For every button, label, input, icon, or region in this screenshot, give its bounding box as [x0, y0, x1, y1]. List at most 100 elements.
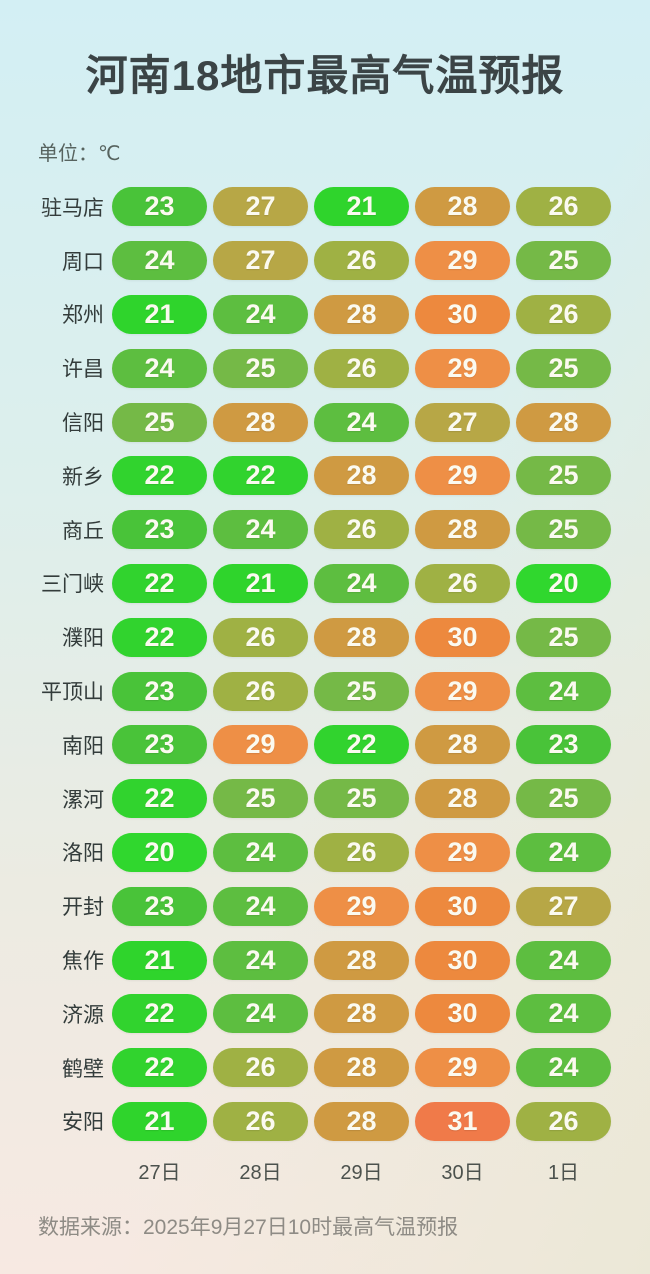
temp-pill: 23 [112, 725, 207, 765]
temp-pill: 29 [415, 671, 510, 711]
temp-pill: 26 [314, 241, 409, 281]
pill-group: 22 24 28 30 24 [112, 994, 617, 1034]
temp-pill: 28 [314, 456, 409, 496]
temp-pill: 25 [516, 779, 611, 819]
table-row: 洛阳 20 24 26 29 24 [0, 826, 650, 880]
date-label: 28日 [239, 1162, 282, 1185]
temp-pill: 25 [516, 241, 611, 281]
date-label: 29日 [340, 1162, 383, 1185]
table-row: 济源 22 24 28 30 24 [0, 987, 650, 1041]
date-axis: 27日 28日 29日 30日 1日 [112, 1156, 650, 1185]
temp-pill: 24 [314, 402, 409, 442]
temp-pill: 21 [112, 1101, 207, 1141]
city-label: 鹤壁 [62, 1057, 104, 1081]
temp-pill: 30 [415, 617, 510, 657]
temp-pill: 24 [516, 832, 611, 872]
temp-pill: 23 [112, 187, 207, 227]
temp-pill: 27 [415, 402, 510, 442]
temp-pill: 24 [213, 832, 308, 872]
temp-pill: 29 [314, 886, 409, 926]
pill-group: 21 24 28 30 24 [112, 940, 617, 980]
pill-group: 24 25 26 29 25 [112, 348, 617, 388]
temp-pill: 28 [516, 402, 611, 442]
table-row: 南阳 23 29 22 28 23 [0, 718, 650, 772]
pill-group: 22 22 28 29 25 [112, 456, 617, 496]
pill-group: 25 28 24 27 28 [112, 402, 617, 442]
table-row: 三门峡 22 21 24 26 20 [0, 557, 650, 611]
temp-pill: 25 [516, 510, 611, 550]
temp-pill: 21 [112, 294, 207, 334]
temp-pill: 28 [314, 294, 409, 334]
temp-pill: 28 [314, 1101, 409, 1141]
city-label: 三门峡 [41, 573, 104, 597]
table-row: 开封 23 24 29 30 27 [0, 879, 650, 933]
temp-pill: 26 [213, 617, 308, 657]
city-label: 濮阳 [62, 627, 104, 651]
temp-pill: 22 [112, 994, 207, 1034]
temp-pill: 22 [112, 563, 207, 603]
temp-pill: 30 [415, 294, 510, 334]
table-row: 新乡 22 22 28 29 25 [0, 449, 650, 503]
temp-pill: 24 [516, 994, 611, 1034]
temp-pill: 24 [213, 294, 308, 334]
pill-group: 23 24 26 28 25 [112, 510, 617, 550]
temp-pill: 23 [112, 886, 207, 926]
pill-group: 23 27 21 28 26 [112, 187, 617, 227]
temp-pill: 25 [516, 348, 611, 388]
city-label: 开封 [62, 896, 104, 920]
temp-pill: 22 [112, 1048, 207, 1088]
temp-pill: 29 [415, 456, 510, 496]
temp-pill: 28 [415, 779, 510, 819]
temp-pill: 28 [314, 1048, 409, 1088]
temp-pill: 21 [112, 940, 207, 980]
temp-pill: 27 [213, 241, 308, 281]
temp-pill: 25 [213, 779, 308, 819]
temp-pill: 28 [415, 510, 510, 550]
table-row: 焦作 21 24 28 30 24 [0, 933, 650, 987]
pill-group: 22 26 28 30 25 [112, 617, 617, 657]
table-row: 安阳 21 26 28 31 26 [0, 1095, 650, 1149]
temp-pill: 26 [516, 187, 611, 227]
temp-pill: 28 [415, 725, 510, 765]
city-label: 洛阳 [62, 842, 104, 866]
temp-pill: 29 [415, 832, 510, 872]
temp-pill: 26 [213, 1048, 308, 1088]
temp-pill: 29 [415, 241, 510, 281]
city-label: 焦作 [62, 950, 104, 974]
temp-pill: 24 [516, 940, 611, 980]
table-row: 商丘 23 24 26 28 25 [0, 503, 650, 557]
city-label: 平顶山 [41, 681, 104, 705]
pill-group: 22 21 24 26 20 [112, 563, 617, 603]
city-label: 郑州 [62, 304, 104, 328]
temp-pill: 22 [112, 456, 207, 496]
temp-pill: 24 [213, 510, 308, 550]
temp-pill: 26 [213, 671, 308, 711]
date-label: 1日 [547, 1162, 580, 1185]
temp-pill: 29 [415, 348, 510, 388]
pill-group: 22 25 25 28 25 [112, 779, 617, 819]
temp-pill: 25 [112, 402, 207, 442]
city-label: 信阳 [62, 412, 104, 436]
pill-group: 24 27 26 29 25 [112, 241, 617, 281]
table-row: 鹤壁 22 26 28 29 24 [0, 1041, 650, 1095]
city-label: 济源 [62, 1003, 104, 1027]
pill-group: 21 26 28 31 26 [112, 1101, 617, 1141]
table-row: 濮阳 22 26 28 30 25 [0, 610, 650, 664]
city-label: 安阳 [62, 1111, 104, 1135]
temp-pill: 29 [415, 1048, 510, 1088]
temp-pill: 24 [213, 940, 308, 980]
temp-pill: 25 [516, 617, 611, 657]
temp-pill: 30 [415, 886, 510, 926]
temp-pill: 24 [516, 1048, 611, 1088]
temp-pill: 22 [213, 456, 308, 496]
pill-group: 23 29 22 28 23 [112, 725, 617, 765]
table-row: 郑州 21 24 28 30 26 [0, 288, 650, 342]
temp-pill: 25 [314, 671, 409, 711]
temp-pill: 24 [213, 994, 308, 1034]
temp-pill: 29 [213, 725, 308, 765]
temp-pill: 24 [112, 241, 207, 281]
temp-pill: 30 [415, 994, 510, 1034]
temp-pill: 22 [112, 779, 207, 819]
table-row: 平顶山 23 26 25 29 24 [0, 664, 650, 718]
city-label: 漯河 [62, 788, 104, 812]
